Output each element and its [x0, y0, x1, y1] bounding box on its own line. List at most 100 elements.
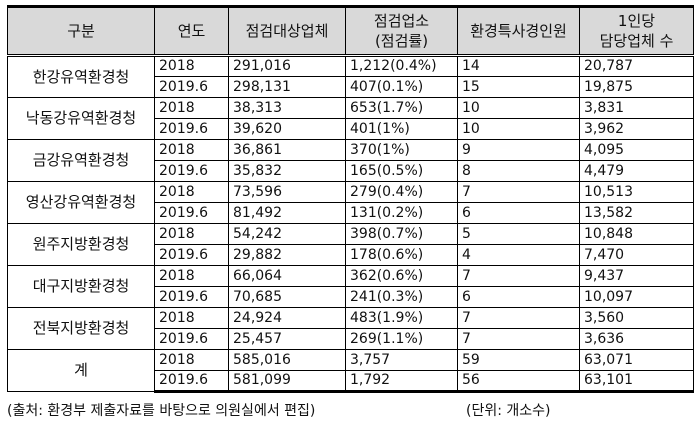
table-row: 금강유역환경청 2018 36,861 370(1%) 9 4,095: [7, 139, 694, 182]
table-row: 대구지방환경청 2018 66,064 362(0.6%) 7 9,437: [7, 265, 694, 308]
year-cell: 2018: [154, 181, 229, 203]
per-person-cell: 19,875: [579, 76, 694, 98]
table-row: 낙동강유역환경청 2018 38,313 653(1.7%) 10 3,831: [7, 97, 694, 140]
officers-cell: 14: [457, 55, 580, 77]
officers-cell: 7: [457, 181, 580, 203]
inspected-cell: 241(0.3%): [345, 286, 458, 308]
targets-cell: 36,861: [228, 139, 346, 161]
table-body: 한강유역환경청 2018 291,016 1,212(0.4%) 14 20,787 201…: [7, 55, 694, 393]
inspected-cell: 269(1.1%): [345, 328, 458, 350]
inspected-cell: 1,212(0.4%): [345, 55, 458, 77]
year-cell: 2019.6: [154, 286, 229, 308]
per-person-cell: 4,479: [579, 160, 694, 182]
header-group: 구분: [7, 5, 155, 57]
year-cell: 2018: [154, 265, 229, 287]
inspected-cell: 279(0.4%): [345, 181, 458, 203]
targets-cell: 24,924: [228, 307, 346, 329]
targets-cell: 38,313: [228, 97, 346, 119]
group-name-cell: 영산강유역환경청: [7, 181, 155, 224]
header-inspected-line1: 점검업소: [373, 12, 430, 30]
inspected-cell: 398(0.7%): [345, 223, 458, 245]
per-person-cell: 63,101: [579, 370, 694, 393]
inspected-cell: 483(1.9%): [345, 307, 458, 329]
table-row: 2019.6 29,882 178(0.6%) 4 7,470: [8, 244, 694, 266]
targets-cell: 29,882: [228, 244, 346, 266]
table-header: 구분 연도 점검대상업체 점검업소 (점검률) 환경특사경인원 1인당 담당업체…: [7, 5, 694, 57]
per-person-cell: 20,787: [579, 55, 694, 77]
group-name-cell: 계: [7, 349, 155, 392]
year-cell: 2019.6: [154, 118, 229, 140]
officers-cell: 8: [457, 160, 580, 182]
targets-cell: 70,685: [228, 286, 346, 308]
table-row: 2019.6 35,832 165(0.5%) 8 4,479: [8, 160, 694, 182]
year-cell: 2019.6: [154, 244, 229, 266]
officers-cell: 59: [457, 349, 580, 371]
officers-cell: 9: [457, 139, 580, 161]
per-person-cell: 13,582: [579, 202, 694, 224]
inspected-cell: 653(1.7%): [345, 97, 458, 119]
per-person-cell: 4,095: [579, 139, 694, 161]
targets-cell: 291,016: [228, 55, 346, 77]
header-row: 구분 연도 점검대상업체 점검업소 (점검률) 환경특사경인원 1인당 담당업체…: [7, 5, 694, 57]
per-person-cell: 63,071: [579, 349, 694, 371]
inspected-cell: 407(0.1%): [345, 76, 458, 98]
year-cell: 2019.6: [154, 370, 229, 393]
header-per-person: 1인당 담당업체 수: [579, 5, 694, 57]
targets-cell: 585,016: [228, 349, 346, 371]
targets-cell: 39,620: [228, 118, 346, 140]
officers-cell: 4: [457, 244, 580, 266]
header-targets: 점검대상업체: [228, 5, 346, 57]
inspected-cell: 1,792: [345, 370, 458, 393]
per-person-cell: 3,636: [579, 328, 694, 350]
group-name-cell: 원주지방환경청: [7, 223, 155, 266]
officers-cell: 10: [457, 118, 580, 140]
header-officers: 환경특사경인원: [457, 5, 580, 57]
year-cell: 2018: [154, 223, 229, 245]
year-cell: 2018: [154, 97, 229, 119]
group-name-cell: 한강유역환경청: [7, 55, 155, 98]
group-name-cell: 낙동강유역환경청: [7, 97, 155, 140]
header-year: 연도: [154, 5, 229, 57]
officers-cell: 5: [457, 223, 580, 245]
targets-cell: 35,832: [228, 160, 346, 182]
year-cell: 2019.6: [154, 160, 229, 182]
inspected-cell: 362(0.6%): [345, 265, 458, 287]
inspected-cell: 401(1%): [345, 118, 458, 140]
inspected-cell: 370(1%): [345, 139, 458, 161]
year-cell: 2018: [154, 349, 229, 371]
year-cell: 2018: [154, 307, 229, 329]
targets-cell: 73,596: [228, 181, 346, 203]
per-person-cell: 10,848: [579, 223, 694, 245]
targets-cell: 66,064: [228, 265, 346, 287]
year-cell: 2019.6: [154, 76, 229, 98]
unit-note: (단위: 개소수): [466, 403, 551, 419]
per-person-cell: 3,831: [579, 97, 694, 119]
table-row: 영산강유역환경청 2018 73,596 279(0.4%) 7 10,513: [7, 181, 694, 224]
targets-cell: 298,131: [228, 76, 346, 98]
table-row: 2019.6 298,131 407(0.1%) 15 19,875: [8, 76, 694, 98]
header-inspected: 점검업소 (점검률): [345, 5, 458, 57]
inspected-cell: 165(0.5%): [345, 160, 458, 182]
officers-cell: 7: [457, 328, 580, 350]
table-row: 2019.6 25,457 269(1.1%) 7 3,636: [8, 328, 694, 350]
targets-cell: 25,457: [228, 328, 346, 350]
table-row: 원주지방환경청 2018 54,242 398(0.7%) 5 10,848: [7, 223, 694, 266]
inspected-cell: 3,757: [345, 349, 458, 371]
officers-cell: 6: [457, 202, 580, 224]
group-name-cell: 대구지방환경청: [7, 265, 155, 308]
per-person-cell: 10,097: [579, 286, 694, 308]
table-row: 전북지방환경청 2018 24,924 483(1.9%) 7 3,560: [7, 307, 694, 350]
header-per-person-line2: 담당업체 수: [599, 32, 674, 50]
source-note: (출처: 환경부 제출자료를 바탕으로 의원실에서 편집): [7, 403, 316, 419]
targets-cell: 581,099: [228, 370, 346, 393]
per-person-cell: 10,513: [579, 181, 694, 203]
header-inspected-line2: (점검률): [374, 32, 429, 50]
year-cell: 2018: [154, 139, 229, 161]
table-row: 한강유역환경청 2018 291,016 1,212(0.4%) 14 20,787: [7, 55, 694, 98]
targets-cell: 54,242: [228, 223, 346, 245]
year-cell: 2019.6: [154, 202, 229, 224]
per-person-cell: 3,962: [579, 118, 694, 140]
per-person-cell: 3,560: [579, 307, 694, 329]
year-cell: 2019.6: [154, 328, 229, 350]
officers-cell: 7: [457, 307, 580, 329]
